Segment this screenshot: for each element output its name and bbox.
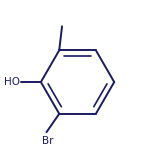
Text: Br: Br [42,136,54,146]
Text: HO: HO [4,77,20,87]
